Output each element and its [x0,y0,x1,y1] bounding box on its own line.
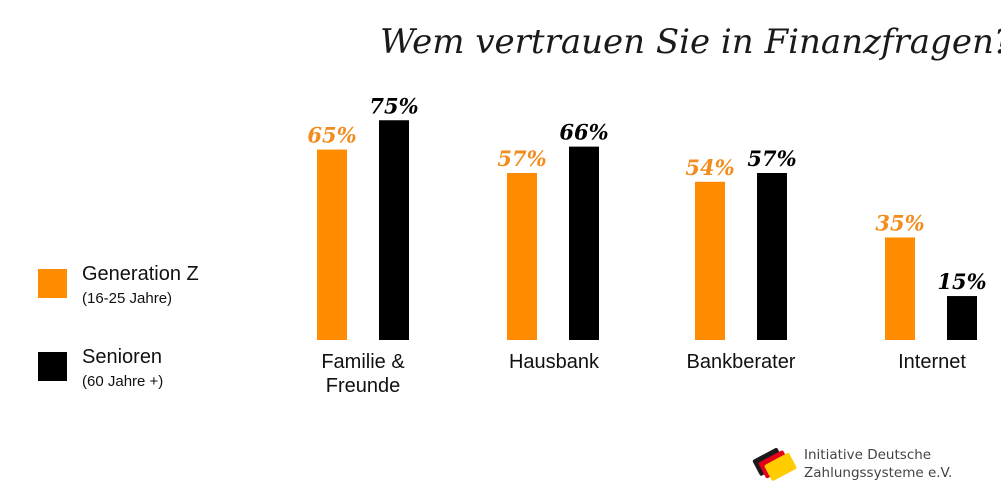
legend-swatch-generation-z [38,269,67,298]
legend-swatch-senioren [38,352,67,381]
bar-senioren-bankberater [757,172,787,340]
bar-senioren-familie-freunde [379,120,409,340]
legend-sublabel-generation-z: (16-25 Jahre) [82,290,173,307]
value-label-senioren-familie-freunde: 75% [369,93,418,118]
chart-title: Wem vertrauen Sie in Finanzfragen? [380,22,1001,62]
bar-generation-z-bankberater [695,181,725,340]
value-label-senioren-hausbank: 66% [559,120,608,145]
bar-generation-z-hausbank [507,172,537,340]
value-label-generation-z-familie-freunde: 65% [307,123,356,148]
value-label-generation-z-bankberater: 54% [685,155,734,180]
legend-label-generation-z: Generation Z [82,263,199,285]
x-tick-label-internet: Internet [898,351,966,373]
bar-senioren-hausbank [569,146,599,340]
x-tick-label-familie-freunde: Familie & Freunde [321,351,405,397]
value-label-senioren-internet: 15% [937,269,986,294]
bar-generation-z-familie-freunde [317,149,347,340]
x-tick-label-bankberater: Bankberater [686,351,796,373]
x-tick-label-hausbank: Hausbank [508,351,600,373]
bar-generation-z-internet [885,237,915,340]
ids-logo-icon [752,448,797,481]
value-label-generation-z-internet: 35% [875,210,924,235]
value-label-senioren-bankberater: 57% [747,146,796,171]
ids-logo-text: Initiative Deutsche Zahlungssysteme e.V. [804,447,953,481]
value-label-generation-z-hausbank: 57% [497,146,546,171]
legend-label-senioren: Senioren [82,346,163,368]
legend-sublabel-senioren: (60 Jahre +) [82,373,164,390]
ids-logo: Initiative Deutsche Zahlungssysteme e.V. [752,438,992,490]
bar-senioren-internet [947,296,977,340]
